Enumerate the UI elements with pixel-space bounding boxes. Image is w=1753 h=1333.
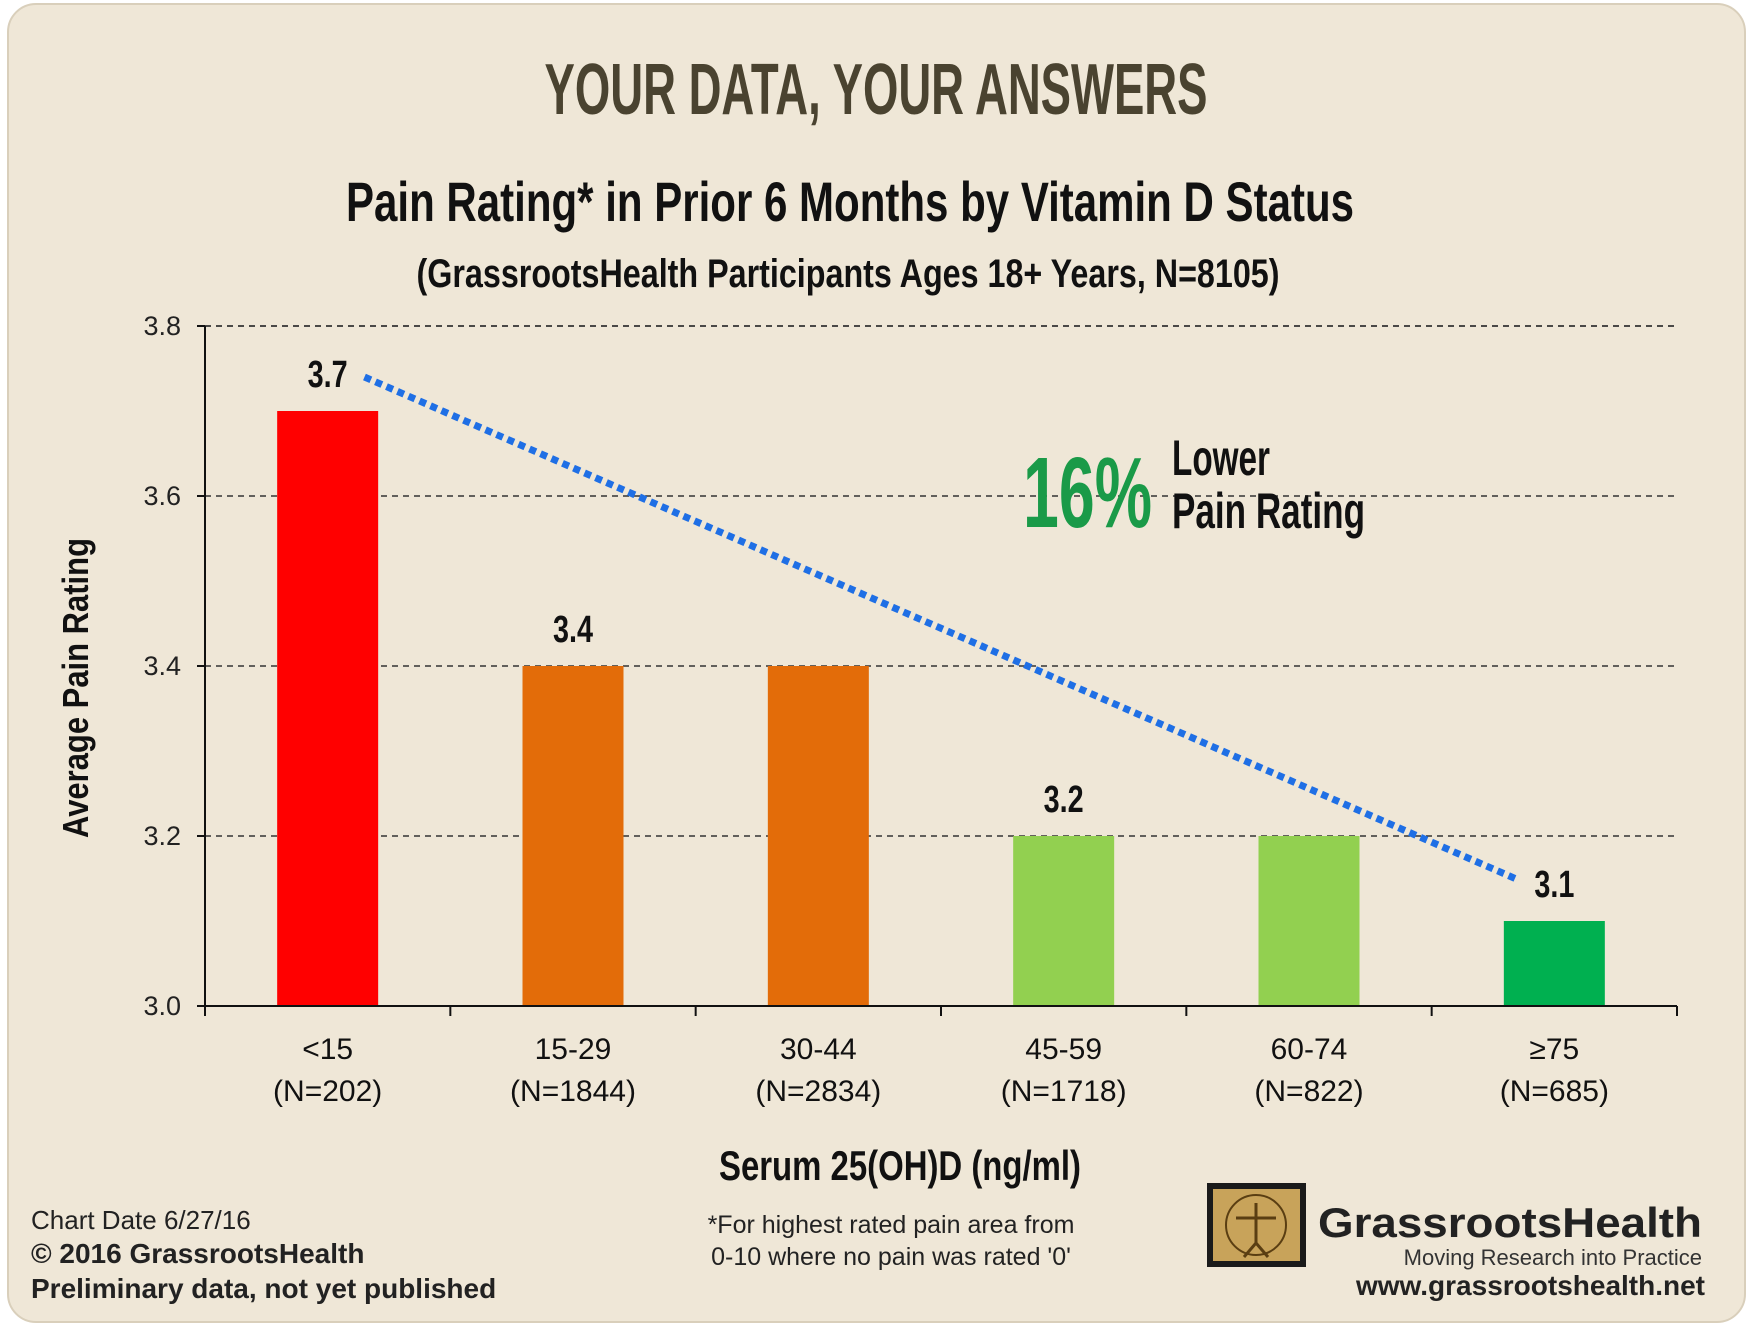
logo-name: GrassrootsHealth xyxy=(1318,1199,1702,1246)
x-tick-label: 60-74 xyxy=(1271,1033,1348,1066)
x-tick-label: 30-44 xyxy=(780,1033,857,1066)
x-tick-count: (N=685) xyxy=(1500,1075,1609,1108)
url: www.grassrootshealth.net xyxy=(1355,1270,1705,1301)
value-label: 3.7 xyxy=(308,354,348,396)
bar xyxy=(1503,921,1605,1006)
x-axis-label: Serum 25(OH)D (ng/ml) xyxy=(719,1142,1081,1189)
footnote: 0-10 where no pain was rated '0' xyxy=(711,1243,1071,1271)
note: Preliminary data, not yet published xyxy=(31,1273,496,1304)
footnote: *For highest rated pain area from xyxy=(708,1211,1075,1239)
y-tick-label: 3.8 xyxy=(143,311,181,341)
chart-subtitle: (GrassrootsHealth Participants Ages 18+ … xyxy=(417,252,1280,296)
bar xyxy=(277,411,379,1006)
y-tick-label: 3.0 xyxy=(143,991,181,1021)
bar xyxy=(1258,836,1360,1006)
y-tick-label: 3.6 xyxy=(143,481,181,511)
footer: Chart Date 6/27/16 © 2016 GrassrootsHeal… xyxy=(31,1183,1705,1304)
header: YOUR DATA, YOUR ANSWERS xyxy=(545,50,1208,130)
y-tick-label: 3.2 xyxy=(143,821,181,851)
logo-circle xyxy=(1225,1194,1287,1256)
value-label: 3.2 xyxy=(1044,779,1084,821)
chart-date: Chart Date 6/27/16 xyxy=(31,1205,251,1235)
x-tick-label: 15-29 xyxy=(535,1033,612,1066)
copyright: © 2016 GrassrootsHealth xyxy=(31,1238,364,1269)
trend-line xyxy=(363,373,1517,882)
x-tick-label: 45-59 xyxy=(1025,1033,1102,1066)
y-tick-label: 3.4 xyxy=(143,651,181,681)
value-label: 3.4 xyxy=(553,609,593,651)
bar xyxy=(1013,836,1115,1006)
logo-tagline: Moving Research into Practice xyxy=(1404,1245,1702,1270)
annotation-text: Pain Rating xyxy=(1172,483,1365,539)
x-tick-count: (N=1844) xyxy=(510,1075,636,1108)
annotation-text: Lower xyxy=(1172,430,1270,486)
annotation-percent: 16% xyxy=(1023,437,1152,549)
x-tick-count: (N=2834) xyxy=(755,1075,881,1108)
x-tick-count: (N=202) xyxy=(273,1075,382,1108)
bar xyxy=(767,666,869,1006)
value-label: 3.1 xyxy=(1534,864,1574,906)
chart-title: Pain Rating* in Prior 6 Months by Vitami… xyxy=(346,170,1354,233)
logo-figure xyxy=(1236,1203,1276,1258)
x-tick-label: <15 xyxy=(302,1033,353,1066)
bar xyxy=(522,666,624,1006)
x-tick-label: ≥75 xyxy=(1529,1033,1579,1066)
y-axis-label: Average Pain Rating xyxy=(55,538,96,838)
x-tick-count: (N=1718) xyxy=(1001,1075,1127,1108)
x-tick-count: (N=822) xyxy=(1254,1075,1363,1108)
